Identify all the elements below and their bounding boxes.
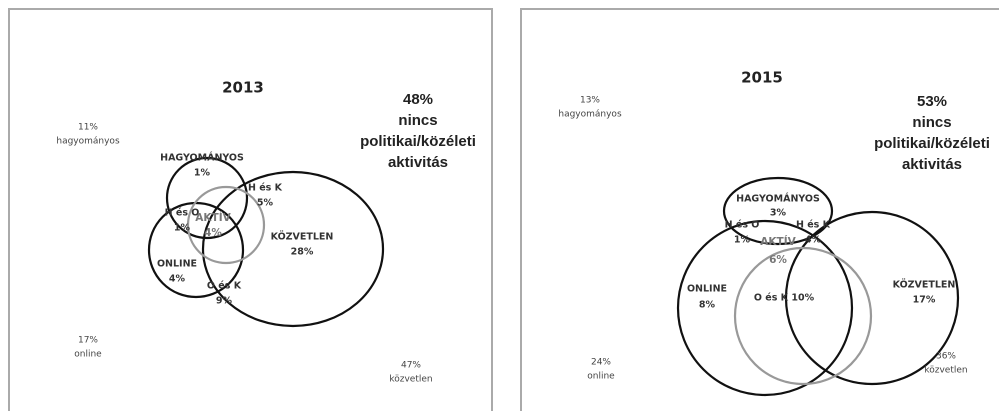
region-label: 28%	[291, 247, 314, 258]
outside-note: 17%	[78, 336, 98, 346]
region-label: ONLINE	[157, 259, 197, 270]
panel-frame	[8, 8, 493, 411]
online-circle	[676, 219, 854, 397]
outside-note: 24%	[591, 358, 611, 368]
region-label: 5%	[257, 198, 274, 209]
region-label: 1%	[734, 235, 751, 246]
aktiv-circle	[733, 246, 873, 386]
region-label: HAGYOMÁNYOS	[736, 193, 820, 205]
region-label: 4%	[204, 227, 222, 239]
outside-note: online	[74, 350, 102, 360]
region-label: 4%	[169, 274, 186, 285]
outside-note: online	[587, 372, 615, 382]
region-label: O és K 10%	[754, 293, 815, 304]
headline: 48%	[403, 91, 433, 108]
outside-note: 13%	[580, 96, 600, 106]
region-label: 1%	[174, 223, 191, 234]
hagyomanyos-circle	[722, 176, 834, 246]
outside-note: 47%	[401, 361, 421, 371]
region-label: H és O	[165, 208, 200, 219]
panel-frame	[520, 8, 999, 411]
outside-note: közvetlen	[389, 375, 432, 385]
region-label: 3%	[770, 208, 787, 219]
region-label: HAGYOMÁNYOS	[160, 152, 244, 164]
kozvetlen-circle	[784, 210, 960, 386]
panel-title: 2013	[222, 79, 264, 97]
region-label: 17%	[913, 295, 936, 306]
headline: aktivitás	[902, 156, 962, 173]
headline: politikai/közéleti	[874, 135, 990, 152]
panel-title: 2015	[741, 69, 783, 87]
region-label: AKTÍV	[760, 235, 796, 248]
headline: nincs	[912, 114, 951, 131]
outside-note: közvetlen	[924, 366, 967, 376]
aktiv-circle	[186, 185, 266, 265]
outside-note: hagyományos	[56, 137, 120, 147]
region-label: AKTÍV	[195, 211, 231, 224]
headline: aktivitás	[388, 154, 448, 171]
outside-note: hagyományos	[558, 110, 622, 120]
region-label: H és O	[725, 220, 760, 231]
region-label: O és K	[207, 281, 242, 292]
headline: politikai/közéleti	[360, 133, 476, 150]
region-label: KÖZVETLEN	[893, 280, 956, 291]
region-label: H és K	[248, 183, 283, 194]
outside-note: 36%	[936, 352, 956, 362]
headline: 53%	[917, 93, 947, 110]
region-label: KÖZVETLEN	[271, 232, 334, 243]
region-label: ONLINE	[687, 284, 727, 295]
region-label: 8%	[699, 300, 716, 311]
region-label: H és K	[796, 220, 831, 231]
hagyomanyos-circle	[165, 156, 249, 240]
region-label: 1%	[194, 168, 211, 179]
region-label: 6%	[769, 254, 787, 266]
headline: nincs	[398, 112, 437, 129]
region-label: 9%	[216, 296, 233, 307]
outside-note: 11%	[78, 123, 98, 133]
kozvetlen-circle	[201, 170, 385, 328]
region-label: 4%	[805, 235, 822, 246]
